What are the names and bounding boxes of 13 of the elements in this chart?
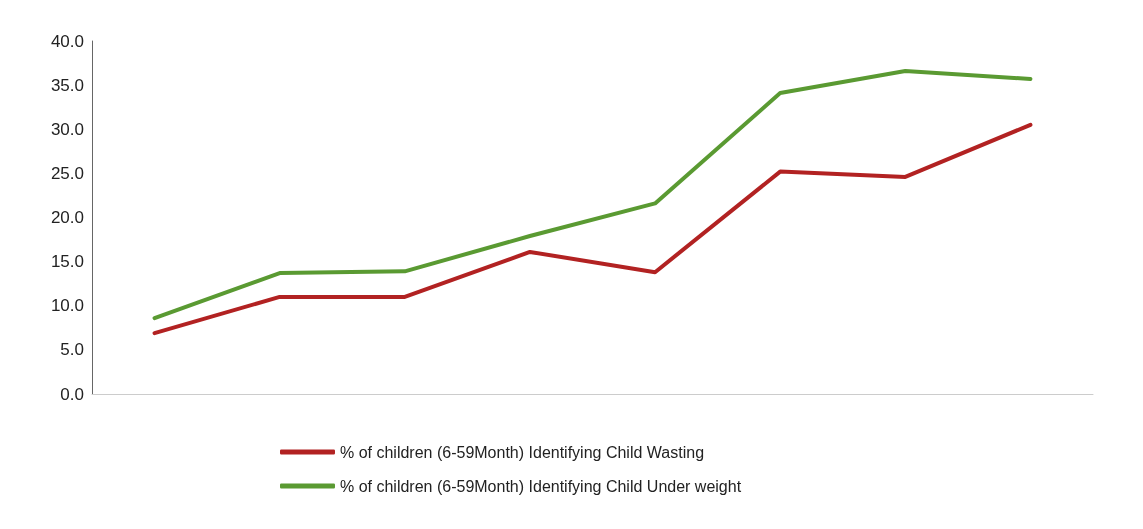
y-tick-label: 10.0 bbox=[50, 296, 84, 316]
y-tick-label: 30.0 bbox=[50, 119, 84, 139]
line-series bbox=[152, 69, 1033, 321]
y-tick-label: 40.0 bbox=[50, 31, 84, 51]
y-tick-label: 5.0 bbox=[60, 340, 84, 360]
y-tick-label: 35.0 bbox=[50, 75, 84, 95]
legend-label: % of children (6-59Month) Identifying Child Wasting bbox=[340, 443, 705, 461]
y-tick-label: 20.0 bbox=[50, 208, 84, 227]
line-series bbox=[152, 122, 1033, 336]
y-tick-label: 15.0 bbox=[50, 252, 84, 272]
legend-label: % of children (6-59Month) Identifying Child Under weight bbox=[340, 477, 742, 495]
y-tick-label: 25.0 bbox=[50, 163, 84, 183]
y-tick-label: 0.0 bbox=[60, 384, 84, 404]
